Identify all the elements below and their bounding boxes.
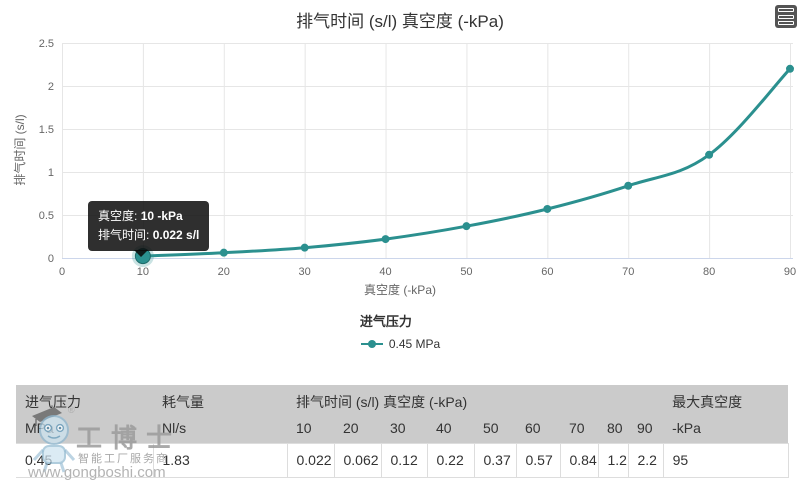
hamburger-bar [778,21,794,25]
legend-title: 进气压力 [359,314,412,329]
y-tick-label: 2 [48,81,54,93]
table-header-cell: 排气时间 (s/l) 真空度 (-kPa) [287,385,664,413]
table-subheader-cell: 80 [598,413,628,443]
x-tick-label: 10 [137,266,149,278]
table-cell: 2.2 [627,442,664,478]
table-subheader-cell: 20 [334,413,381,443]
table-subheader-cell: 10 [287,413,334,443]
hamburger-bar [778,14,794,19]
table-header-cell: 耗气量 [153,385,287,413]
table-subheader-cell: 90 [628,413,664,443]
table-subheader-cell: 30 [381,413,427,443]
y-tick-label: 0 [48,253,54,265]
tooltip-x-line: 真空度: 10 -kPa [98,209,183,223]
legend-item-label: 0.45 MPa [388,337,441,351]
x-tick-label: 60 [541,266,553,278]
y-tick-label: 1 [48,167,54,179]
tooltip-x-value: 10 -kPa [140,209,183,223]
x-tick-label: 30 [299,266,311,278]
x-tick-label: 50 [460,266,472,278]
tooltip-y-line: 排气时间: 0.022 s/l [98,227,200,242]
data-point-marker[interactable] [381,235,390,244]
data-point-marker[interactable] [786,64,794,73]
table-subheader-cell: 60 [516,413,560,443]
y-tick-label: 1.5 [39,124,54,136]
table-subheader-cell: Nl/s [153,413,287,443]
table-subheader-cell: MPa [16,413,153,443]
table-cell: 1.2 [597,442,629,478]
x-tick-label: 20 [218,266,230,278]
x-tick-label: 90 [784,266,796,278]
table-cell: 0.062 [333,442,382,478]
table-subheader-cell: -kPa [663,413,789,443]
y-tick-label: 2.5 [39,38,54,50]
table-cell: 1.83 [152,442,288,478]
data-point-marker[interactable] [219,248,228,257]
table-cell: 0.84 [559,442,599,478]
x-tick-label: 70 [622,266,634,278]
table-header-cell: 进气压力 [16,385,153,413]
table-cell: 0.37 [473,442,517,478]
y-axis-title: 排气时间 (s/l) [12,114,27,185]
legend-item[interactable]: 0.45 MPa [360,337,440,351]
data-point-marker[interactable] [300,243,309,252]
table-subheader-cell: 70 [560,413,598,443]
table-subheader-cell: 50 [474,413,516,443]
data-point-marker[interactable] [543,204,552,213]
hamburger-icon[interactable] [775,5,797,28]
series-marker-icon [360,340,383,348]
table-header-cell: 最大真空度 [663,385,789,413]
table-row: 0.45 1.83 0.022 0.062 0.12 0.22 0.37 0.57 0.84 1.… [16,442,789,478]
x-tick-label: 80 [703,266,715,278]
tooltip-y-value: 0.022 s/l [152,227,200,242]
hamburger-bar [778,8,794,12]
chart-title: 排气时间 (s/l) 真空度 (-kPa) [296,12,504,31]
legend: 进气压力 0.45 MPa [0,311,800,355]
table-cell: 95 [662,442,789,478]
series [131,64,794,268]
data-point-marker[interactable] [624,181,633,190]
table-cell: 0.22 [426,442,475,478]
table-cell: 0.022 [286,442,335,478]
axis-labels: 0 10 20 30 40 50 60 70 80 90 0 0.5 1 1.5 2 2.5 [39,38,796,278]
data-table: 进气压力 耗气量 排气时间 (s/l) 真空度 (-kPa) 最大真空度 MPa Nl/s… [16,385,789,478]
table-cell: 0.12 [380,442,428,478]
x-tick-label: 40 [379,266,391,278]
x-axis-title: 真空度 (-kPa) [363,283,436,297]
y-tick-label: 0.5 [39,210,54,222]
table-cell: 0.45 [16,442,154,478]
table-subheader-cell: 40 [427,413,474,443]
tooltip: 真空度: 10 -kPa 排气时间: 0.022 s/l [88,201,210,258]
data-point-marker[interactable] [462,222,471,231]
data-point-marker[interactable] [705,150,714,159]
x-tick-label: 0 [59,266,65,278]
table-cell: 0.57 [515,442,561,478]
